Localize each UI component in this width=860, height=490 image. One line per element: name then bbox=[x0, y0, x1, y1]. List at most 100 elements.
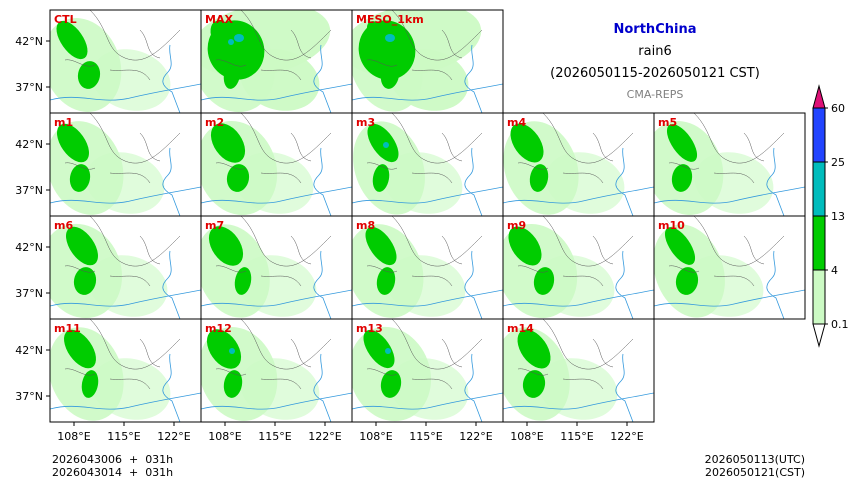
rain-moderate-area bbox=[56, 20, 88, 60]
province-border bbox=[366, 113, 483, 184]
rain-moderate-area bbox=[529, 164, 549, 192]
river-line bbox=[654, 289, 805, 307]
map-panel-m8: m8 bbox=[351, 215, 504, 320]
map-panel-m4: m4 bbox=[502, 112, 655, 217]
coastline bbox=[313, 44, 332, 113]
map-panel-m7: m7 bbox=[200, 215, 353, 320]
panel-label: m10 bbox=[658, 219, 685, 232]
coastline bbox=[162, 147, 181, 216]
valid-times: 2026050113(UTC) 2026050121(CST) bbox=[705, 453, 805, 479]
rain-moderate-area bbox=[234, 267, 252, 295]
province-border bbox=[366, 10, 483, 81]
panel-map-body bbox=[503, 319, 654, 422]
colorbar-level-label: 25 bbox=[831, 156, 845, 169]
rain-light-area bbox=[91, 49, 171, 111]
river-line bbox=[50, 186, 201, 204]
panel-label: m5 bbox=[658, 116, 677, 129]
map-panel-m5: m5 bbox=[653, 112, 806, 217]
river-line bbox=[50, 392, 201, 410]
coastline bbox=[464, 44, 483, 113]
colorbar-segment bbox=[812, 107, 826, 163]
panel-label: MESO_1km bbox=[356, 13, 424, 26]
river-line bbox=[50, 83, 201, 101]
panel-map-body bbox=[201, 113, 352, 216]
panel-label: m13 bbox=[356, 322, 383, 335]
init-time-2: 2026043014 + 031h bbox=[52, 466, 174, 479]
model-source: CMA-REPS bbox=[626, 88, 684, 101]
rain-moderate-area bbox=[372, 164, 390, 192]
map-panel-m14: m14 bbox=[502, 318, 655, 423]
river-line bbox=[503, 186, 654, 204]
rain-light-area bbox=[694, 152, 774, 214]
panel-label: m12 bbox=[205, 322, 232, 335]
coastline bbox=[162, 353, 181, 422]
province-border bbox=[366, 216, 483, 287]
coastline bbox=[464, 353, 483, 422]
panel-map-body bbox=[50, 216, 201, 319]
province-border bbox=[215, 319, 332, 390]
colorbar: 0.1 4 13 25 60 bbox=[812, 84, 849, 348]
rain-moderate-area bbox=[81, 370, 99, 398]
colorbar-under-arrow bbox=[812, 323, 826, 348]
panel-label: m3 bbox=[356, 116, 375, 129]
rain-moderate-area bbox=[666, 124, 698, 162]
panel-grid: CTL MAX MESO_1km m1 m2 m3 m4 m5 m6 m7 m8 m9 m10 m11 m1… bbox=[15, 9, 806, 443]
lat-tick-label: 37°N bbox=[15, 81, 43, 94]
rain-light-area bbox=[389, 358, 469, 420]
province-border bbox=[517, 113, 634, 184]
lon-tick-label: 122°E bbox=[459, 430, 492, 443]
rain-moderate-area bbox=[671, 164, 693, 192]
rain-light-area bbox=[85, 152, 165, 214]
colorbar-level-label: 13 bbox=[831, 210, 845, 223]
rain-moderate-area bbox=[223, 370, 243, 398]
river-line bbox=[352, 289, 503, 307]
panel-label: m14 bbox=[507, 322, 534, 335]
coastline bbox=[766, 147, 785, 216]
rain-heavy-area bbox=[383, 142, 389, 148]
panel-map-body bbox=[654, 113, 805, 216]
river-line bbox=[654, 186, 805, 204]
panel-map-body bbox=[201, 216, 352, 319]
rain-light-area bbox=[386, 255, 466, 317]
river-line bbox=[503, 289, 654, 307]
panel-map-body bbox=[352, 216, 503, 319]
river-line bbox=[201, 83, 352, 101]
river-line bbox=[201, 289, 352, 307]
coastline bbox=[162, 44, 181, 113]
province-border bbox=[517, 216, 634, 287]
panel-label: m7 bbox=[205, 219, 224, 232]
coastline bbox=[615, 250, 634, 319]
coastline bbox=[313, 147, 332, 216]
panel-label: m4 bbox=[507, 116, 526, 129]
valid-time-utc: 2026050113(UTC) bbox=[704, 453, 805, 466]
river-line bbox=[503, 392, 654, 410]
rain-moderate-area bbox=[77, 61, 101, 89]
map-panel-m13: m13 bbox=[351, 318, 504, 423]
river-line bbox=[50, 289, 201, 307]
map-panel-m12: m12 bbox=[200, 318, 353, 423]
init-time-1: 2026043006 + 031h bbox=[52, 453, 174, 466]
rain-light-area bbox=[237, 255, 317, 317]
init-times: 2026043006 + 031h 2026043014 + 031h bbox=[52, 453, 173, 479]
lat-tick-label: 42°N bbox=[15, 344, 43, 357]
forecast-period: (2026050115-2026050121 CST) bbox=[550, 66, 760, 81]
river-line bbox=[201, 392, 352, 410]
rain-moderate-area bbox=[510, 123, 544, 163]
colorbar-level-label: 0.1 bbox=[831, 318, 849, 331]
map-panel-m3: m3 bbox=[351, 112, 504, 217]
lon-tick-label: 108°E bbox=[57, 430, 90, 443]
rain-moderate-area bbox=[533, 267, 555, 295]
rain-moderate-area bbox=[508, 226, 542, 266]
province-border bbox=[215, 216, 332, 287]
rain-moderate-area bbox=[66, 226, 98, 266]
province-border bbox=[668, 216, 785, 287]
panel-label: m2 bbox=[205, 116, 224, 129]
lat-tick-label: 37°N bbox=[15, 287, 43, 300]
colorbar-segment bbox=[812, 215, 826, 271]
province-border bbox=[64, 113, 181, 184]
colorbar-over-arrow bbox=[812, 84, 826, 109]
panel-label: m9 bbox=[507, 219, 526, 232]
map-panel-m6: m6 bbox=[49, 215, 202, 320]
province-border bbox=[366, 319, 483, 390]
